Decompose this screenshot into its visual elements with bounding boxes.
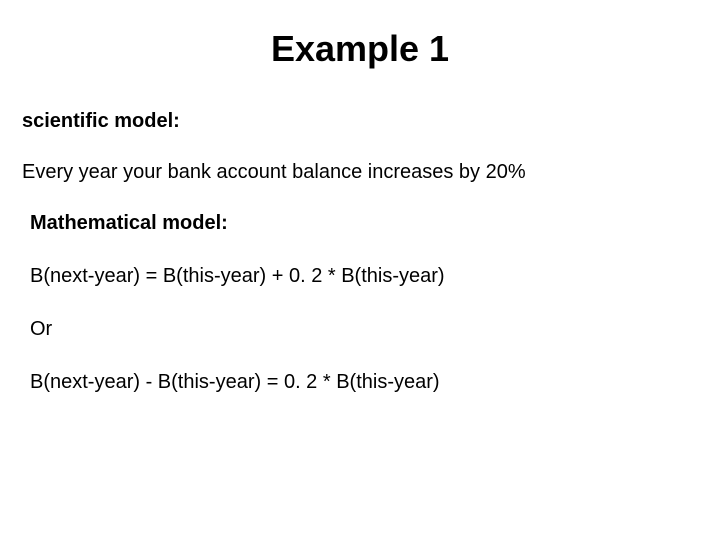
slide-title: Example 1 bbox=[22, 28, 698, 70]
scientific-model-section: scientific model: Every year your bank a… bbox=[22, 110, 698, 184]
equation-1: B(next-year) = B(this-year) + 0. 2 * B(t… bbox=[30, 265, 698, 288]
scientific-model-text: Every year your bank account balance inc… bbox=[22, 161, 698, 184]
equation-2: B(next-year) - B(this-year) = 0. 2 * B(t… bbox=[30, 371, 698, 394]
scientific-model-heading: scientific model: bbox=[22, 110, 698, 133]
mathematical-model-section: Mathematical model: B(next-year) = B(thi… bbox=[22, 212, 698, 394]
mathematical-model-heading: Mathematical model: bbox=[30, 212, 698, 235]
or-text: Or bbox=[30, 318, 698, 341]
